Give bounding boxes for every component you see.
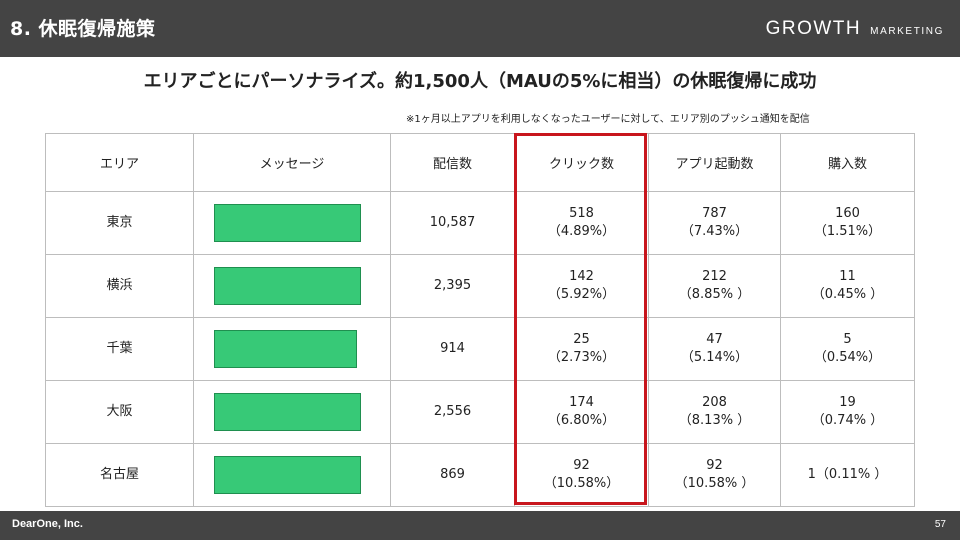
cell-clicks: 25 （2.73%） [514, 317, 649, 381]
cell-launches-rate: （5.14%） [680, 350, 749, 365]
cell-launches-rate: （8.13% ） [678, 413, 751, 428]
cell-purchases-value: 1（0.11% ） [807, 467, 888, 482]
cell-message [193, 191, 391, 255]
message-image-placeholder [214, 330, 357, 368]
cell-purchases-value: 5 [843, 332, 852, 347]
cell-sent: 869 [390, 443, 515, 507]
slide-title: 8. 休眠復帰施策 [10, 18, 156, 40]
cell-clicks-value: 92 [573, 458, 590, 473]
cell-clicks-value: 174 [569, 395, 594, 410]
cell-clicks-rate: （2.73%） [547, 350, 616, 365]
cell-purchases: 160 （1.51%） [780, 191, 915, 255]
cell-clicks: 518 （4.89%） [514, 191, 649, 255]
cell-purchases: 11 （0.45% ） [780, 254, 915, 318]
page-number: 57 [934, 519, 946, 530]
message-image-placeholder [214, 456, 361, 494]
cell-launches: 212 （8.85% ） [648, 254, 781, 318]
column-header-launches: アプリ起動数 [648, 133, 781, 192]
growth-marketing-logo: GROWTH MARKETING [766, 18, 944, 40]
footer-bar: DearOne, Inc. 57 [0, 511, 960, 540]
table-row: 東京 10,587 518 （4.89%） 787 （7.43%） 160 （1.51%） [45, 191, 915, 255]
cell-launches-value: 92 [706, 458, 723, 473]
cell-area: 名古屋 [45, 443, 194, 507]
cell-purchases: 5 （0.54%） [780, 317, 915, 381]
cell-purchases-value: 19 [839, 395, 856, 410]
cell-launches: 208 （8.13% ） [648, 380, 781, 444]
cell-launches-value: 212 [702, 269, 727, 284]
cell-clicks-rate: （10.58%） [543, 476, 620, 491]
cell-sent: 10,587 [390, 191, 515, 255]
headline: エリアごとにパーソナライズ。約1,500人（MAUの5%に相当）の休眠復帰に成功 [143, 71, 817, 92]
message-image-placeholder [214, 393, 361, 431]
table-row: 大阪 2,556 174 （6.80%） 208 （8.13% ） 19 （0.74% ） [45, 380, 915, 444]
cell-launches: 787 （7.43%） [648, 191, 781, 255]
cell-purchases-rate: （1.51%） [813, 224, 882, 239]
header-bar: 8. 休眠復帰施策 GROWTH MARKETING [0, 0, 960, 57]
cell-launches: 92 （10.58% ） [648, 443, 781, 507]
cell-clicks-rate: （6.80%） [547, 413, 616, 428]
cell-launches-value: 208 [702, 395, 727, 410]
column-header-clicks: クリック数 [514, 133, 649, 192]
cell-purchases-rate: （0.54%） [813, 350, 882, 365]
cell-clicks-value: 518 [569, 206, 594, 221]
cell-purchases-rate: （0.74% ） [811, 413, 884, 428]
cell-clicks-rate: （5.92%） [547, 287, 616, 302]
company-name: DearOne, Inc. [12, 518, 83, 530]
cell-area: 千葉 [45, 317, 194, 381]
cell-launches-value: 787 [702, 206, 727, 221]
cell-purchases: 19 （0.74% ） [780, 380, 915, 444]
cell-sent: 914 [390, 317, 515, 381]
table-row: 名古屋 869 92 （10.58%） 92 （10.58% ） 1（0.11% ） [45, 443, 915, 507]
table-row: 横浜 2,395 142 （5.92%） 212 （8.85% ） 11 （0.45% ） [45, 254, 915, 318]
column-header-area: エリア [45, 133, 194, 192]
logo-sub-text: MARKETING [870, 26, 944, 37]
results-table: エリア メッセージ 配信数 クリック数 アプリ起動数 購入数 東京 10,587 5… [45, 133, 915, 507]
cell-purchases: 1（0.11% ） [780, 443, 915, 507]
logo-main-text: GROWTH [765, 18, 862, 39]
column-header-sent: 配信数 [390, 133, 515, 192]
clicks-column-highlight [514, 133, 647, 505]
column-header-message: メッセージ [193, 133, 391, 192]
cell-area: 大阪 [45, 380, 194, 444]
cell-clicks-value: 25 [573, 332, 590, 347]
cell-clicks: 142 （5.92%） [514, 254, 649, 318]
cell-area: 横浜 [45, 254, 194, 318]
column-header-purchases: 購入数 [780, 133, 915, 192]
cell-message [193, 443, 391, 507]
cell-sent: 2,556 [390, 380, 515, 444]
cell-clicks-rate: （4.89%） [547, 224, 616, 239]
cell-sent: 2,395 [390, 254, 515, 318]
cell-message [193, 317, 391, 381]
cell-launches: 47 （5.14%） [648, 317, 781, 381]
cell-clicks-value: 142 [569, 269, 594, 284]
cell-clicks: 174 （6.80%） [514, 380, 649, 444]
table-header-row: エリア メッセージ 配信数 クリック数 アプリ起動数 購入数 [45, 133, 915, 192]
message-image-placeholder [214, 267, 361, 305]
table-row: 千葉 914 25 （2.73%） 47 （5.14%） 5 （0.54%） [45, 317, 915, 381]
cell-launches-rate: （7.43%） [680, 224, 749, 239]
cell-launches-rate: （10.58% ） [674, 476, 755, 491]
cell-launches-value: 47 [706, 332, 723, 347]
cell-purchases-rate: （0.45% ） [811, 287, 884, 302]
cell-message [193, 254, 391, 318]
cell-purchases-value: 11 [839, 269, 856, 284]
cell-launches-rate: （8.85% ） [678, 287, 751, 302]
message-image-placeholder [214, 204, 361, 242]
footnote: ※1ヶ月以上アプリを利用しなくなったユーザーに対して、エリア別のプッシュ通知を配… [406, 114, 810, 125]
cell-purchases-value: 160 [835, 206, 860, 221]
cell-message [193, 380, 391, 444]
cell-area: 東京 [45, 191, 194, 255]
